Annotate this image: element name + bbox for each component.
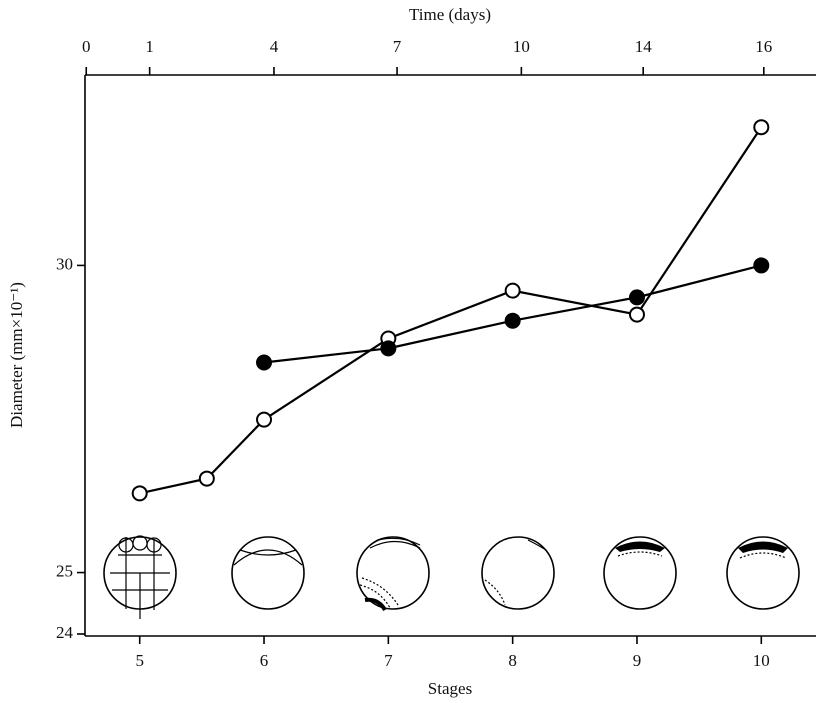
data-point — [628, 289, 645, 306]
data-point — [380, 340, 397, 357]
y-tick-label: 30 — [56, 254, 73, 273]
x-axis-title: Stages — [428, 679, 472, 698]
x-tick-label: 7 — [384, 651, 393, 670]
y-tick-label: 25 — [56, 561, 73, 580]
x-tick-label: 10 — [753, 651, 770, 670]
series-line — [139, 126, 763, 495]
x2-axis-title: Time (days) — [409, 5, 491, 24]
x-tick-label: 9 — [633, 651, 642, 670]
data-point — [131, 485, 148, 502]
x-tick-label: 6 — [260, 651, 269, 670]
data-point — [753, 119, 770, 136]
data-point — [256, 411, 273, 428]
x-tick-label: 5 — [135, 651, 144, 670]
x2-tick-label: 10 — [513, 37, 530, 56]
x2-tick-label: 14 — [635, 37, 653, 56]
data-point — [628, 306, 645, 323]
stage-drawings — [103, 535, 800, 619]
x2-tick-label: 16 — [755, 37, 772, 56]
x-tick-label: 8 — [508, 651, 517, 670]
data-point — [256, 354, 273, 371]
data-point — [198, 470, 215, 487]
y-axis-title: Diameter (mm×10⁻¹) — [7, 282, 26, 428]
x2-tick-label: 1 — [145, 37, 154, 56]
data-point — [504, 282, 521, 299]
x2-tick-label: 7 — [393, 37, 402, 56]
x2-tick-label: 4 — [270, 37, 279, 56]
data-point — [504, 312, 521, 329]
data-point — [753, 257, 770, 274]
x2-tick-label: 0 — [82, 37, 91, 56]
y-tick-label: 24 — [56, 623, 74, 642]
